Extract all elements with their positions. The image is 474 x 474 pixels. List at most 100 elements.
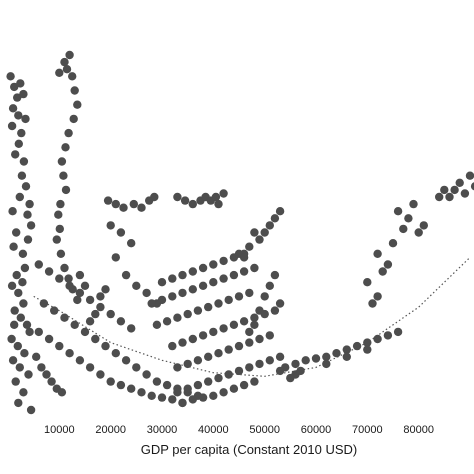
- data-point: [188, 395, 197, 404]
- data-point: [168, 274, 177, 283]
- data-point: [157, 393, 167, 402]
- data-point: [255, 235, 264, 244]
- data-point: [183, 384, 192, 393]
- data-point: [255, 306, 264, 315]
- data-point: [239, 267, 249, 276]
- data-point: [260, 228, 269, 237]
- data-point: [116, 228, 126, 237]
- data-point: [173, 192, 182, 202]
- data-point: [96, 370, 105, 379]
- data-point: [373, 334, 382, 344]
- data-point: [224, 370, 233, 379]
- data-point: [60, 57, 69, 67]
- data-point: [162, 380, 172, 390]
- data-point: [137, 388, 146, 397]
- data-point: [14, 288, 23, 298]
- data-point: [209, 278, 218, 287]
- data-point: [91, 309, 100, 319]
- data-point: [363, 338, 372, 347]
- data-point: [55, 274, 64, 283]
- x-tick-label: 30000: [147, 424, 178, 436]
- data-point: [96, 302, 105, 312]
- data-points-group: [6, 50, 474, 415]
- data-point: [8, 104, 18, 113]
- data-point: [101, 341, 110, 351]
- data-point: [270, 214, 280, 223]
- data-point: [224, 295, 233, 305]
- data-point: [265, 221, 274, 230]
- data-point: [75, 356, 85, 365]
- data-point: [373, 249, 382, 258]
- data-point: [224, 345, 233, 354]
- data-point: [265, 281, 274, 290]
- data-point: [465, 171, 474, 180]
- data-point: [55, 341, 64, 351]
- data-point: [250, 263, 259, 273]
- data-point: [21, 114, 30, 124]
- data-point: [119, 203, 128, 212]
- data-point: [250, 228, 259, 237]
- data-point: [54, 210, 63, 219]
- data-point: [10, 306, 19, 315]
- data-point: [44, 267, 54, 276]
- data-point: [352, 341, 362, 351]
- data-point: [219, 189, 228, 198]
- data-point: [445, 192, 454, 202]
- data-point: [229, 320, 239, 329]
- data-point: [245, 327, 254, 337]
- data-point: [55, 224, 64, 234]
- data-point: [162, 317, 172, 326]
- data-point: [178, 270, 187, 280]
- data-point: [55, 68, 64, 78]
- data-point: [13, 93, 22, 102]
- data-point: [17, 128, 26, 138]
- data-point: [234, 292, 244, 301]
- data-point: [142, 288, 151, 298]
- data-point: [111, 349, 121, 358]
- data-point: [61, 143, 70, 152]
- data-point: [245, 363, 254, 372]
- data-point: [61, 185, 71, 195]
- data-point: [440, 185, 449, 195]
- data-point: [245, 288, 254, 298]
- data-point: [193, 380, 203, 390]
- data-point: [57, 157, 67, 166]
- data-point: [42, 370, 51, 379]
- data-point: [73, 100, 82, 109]
- data-point: [152, 320, 162, 329]
- data-point: [101, 285, 110, 294]
- data-point: [65, 349, 74, 358]
- data-point: [455, 178, 464, 187]
- data-point: [10, 320, 19, 329]
- data-point: [70, 86, 79, 95]
- data-point: [383, 260, 393, 269]
- data-point: [106, 221, 115, 230]
- trendline-group: [33, 256, 471, 377]
- data-point: [260, 292, 269, 301]
- data-point: [275, 352, 285, 361]
- data-point: [211, 192, 221, 202]
- data-point: [26, 221, 36, 230]
- data-point: [265, 331, 274, 340]
- data-point: [7, 121, 17, 131]
- data-point: [7, 334, 16, 344]
- data-point: [414, 228, 423, 237]
- data-point: [239, 380, 249, 390]
- data-point: [127, 239, 136, 248]
- data-point: [116, 380, 126, 390]
- x-tick-label: 70000: [352, 424, 383, 436]
- data-point: [47, 377, 56, 386]
- data-point: [239, 253, 249, 262]
- data-point: [14, 398, 23, 408]
- data-point: [85, 317, 95, 326]
- x-tick-label: 60000: [301, 424, 332, 436]
- data-point: [142, 370, 151, 379]
- data-point: [25, 327, 34, 337]
- data-point: [150, 192, 159, 202]
- data-point: [56, 249, 66, 258]
- data-point: [157, 295, 167, 305]
- data-point: [180, 196, 190, 205]
- data-point: [19, 89, 28, 99]
- data-point: [91, 334, 100, 344]
